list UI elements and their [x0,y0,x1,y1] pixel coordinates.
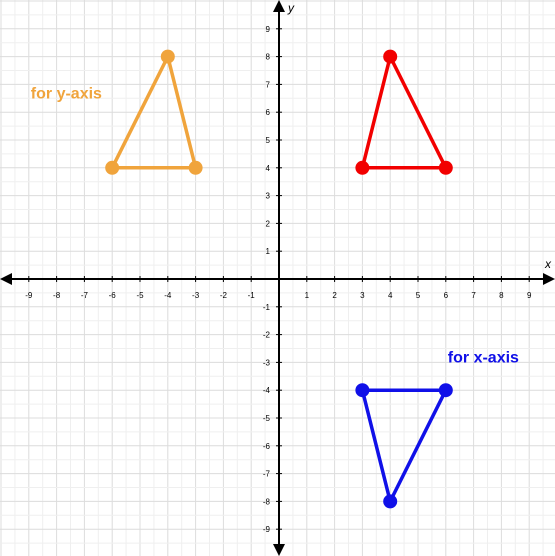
vertex-point [188,160,203,175]
x-tick-label: 1 [305,291,310,300]
vertex-point [383,494,398,509]
y-tick-label: -1 [263,303,271,312]
x-tick-label: 9 [527,291,532,300]
annotations: for y-axis for x-axis [31,85,519,366]
x-tick-label: 6 [444,291,449,300]
vertex-point [355,383,370,398]
triangle-outline [360,54,448,170]
x-tick-label: 3 [360,291,365,300]
y-tick-label: 6 [266,108,271,117]
x-tick-label: -4 [164,291,172,300]
y-tick-label: -7 [263,470,271,479]
x-tick-label: 2 [332,291,337,300]
y-tick-label: 9 [266,25,271,34]
x-tick-label: -7 [81,291,89,300]
y-tick-label: -2 [263,331,271,340]
triangle-outline [110,54,198,170]
x-axis-arrow-left [0,273,12,285]
y-tick-label: -9 [263,525,271,534]
x-axis-arrow-right [543,273,555,285]
y-tick-label: 8 [266,53,271,62]
vertex-point [438,383,453,398]
x-tick-label: -6 [109,291,117,300]
y-tick-label: -3 [263,358,271,367]
x-tick-label: -8 [53,291,61,300]
x-tick-label: -2 [220,291,228,300]
y-tick-label: 7 [266,80,271,89]
y-axis-arrow-down [273,544,285,556]
y-tick-label: -4 [263,386,271,395]
y-axis-arrow-up [273,0,285,12]
y-tick-label: 3 [266,192,271,201]
annotation-label: for x-axis [448,349,519,366]
x-tick-label: -1 [248,291,256,300]
x-tick-label: 5 [416,291,421,300]
vertex-point [105,160,120,175]
y-tick-label: -5 [263,414,271,423]
vertex-point [383,49,398,64]
y-tick-label: -8 [263,497,271,506]
vertex-point [355,160,370,175]
x-tick-label: -5 [136,291,144,300]
annotation-label: for y-axis [31,85,102,102]
x-tick-label: -3 [192,291,200,300]
triangle-outline [360,388,448,504]
vertex-point [438,160,453,175]
x-tick-label: -9 [25,291,33,300]
vertex-point [160,49,175,64]
y-tick-label: 2 [266,219,271,228]
triangles [105,49,453,509]
triangle-series-1 [355,49,453,175]
x-axis-label: x [544,257,552,271]
y-axis-label: y [287,1,295,15]
x-tick-label: 4 [388,291,393,300]
x-tick-label: 8 [499,291,504,300]
triangle-series-2 [355,383,453,509]
y-tick-label: 4 [266,164,271,173]
y-tick-label: 5 [266,136,271,145]
y-tick-label: -6 [263,442,271,451]
triangle-series-0 [105,49,203,175]
x-tick-label: 7 [471,291,476,300]
y-tick-label: 1 [266,247,271,256]
tick-labels: -9 -8 -7 -6 -5 -4 -3 -2 -1 1 2 3 4 5 6 7 8 9 9 8 7 6 5 4 3 2 1 -1 -2… [25,25,532,534]
